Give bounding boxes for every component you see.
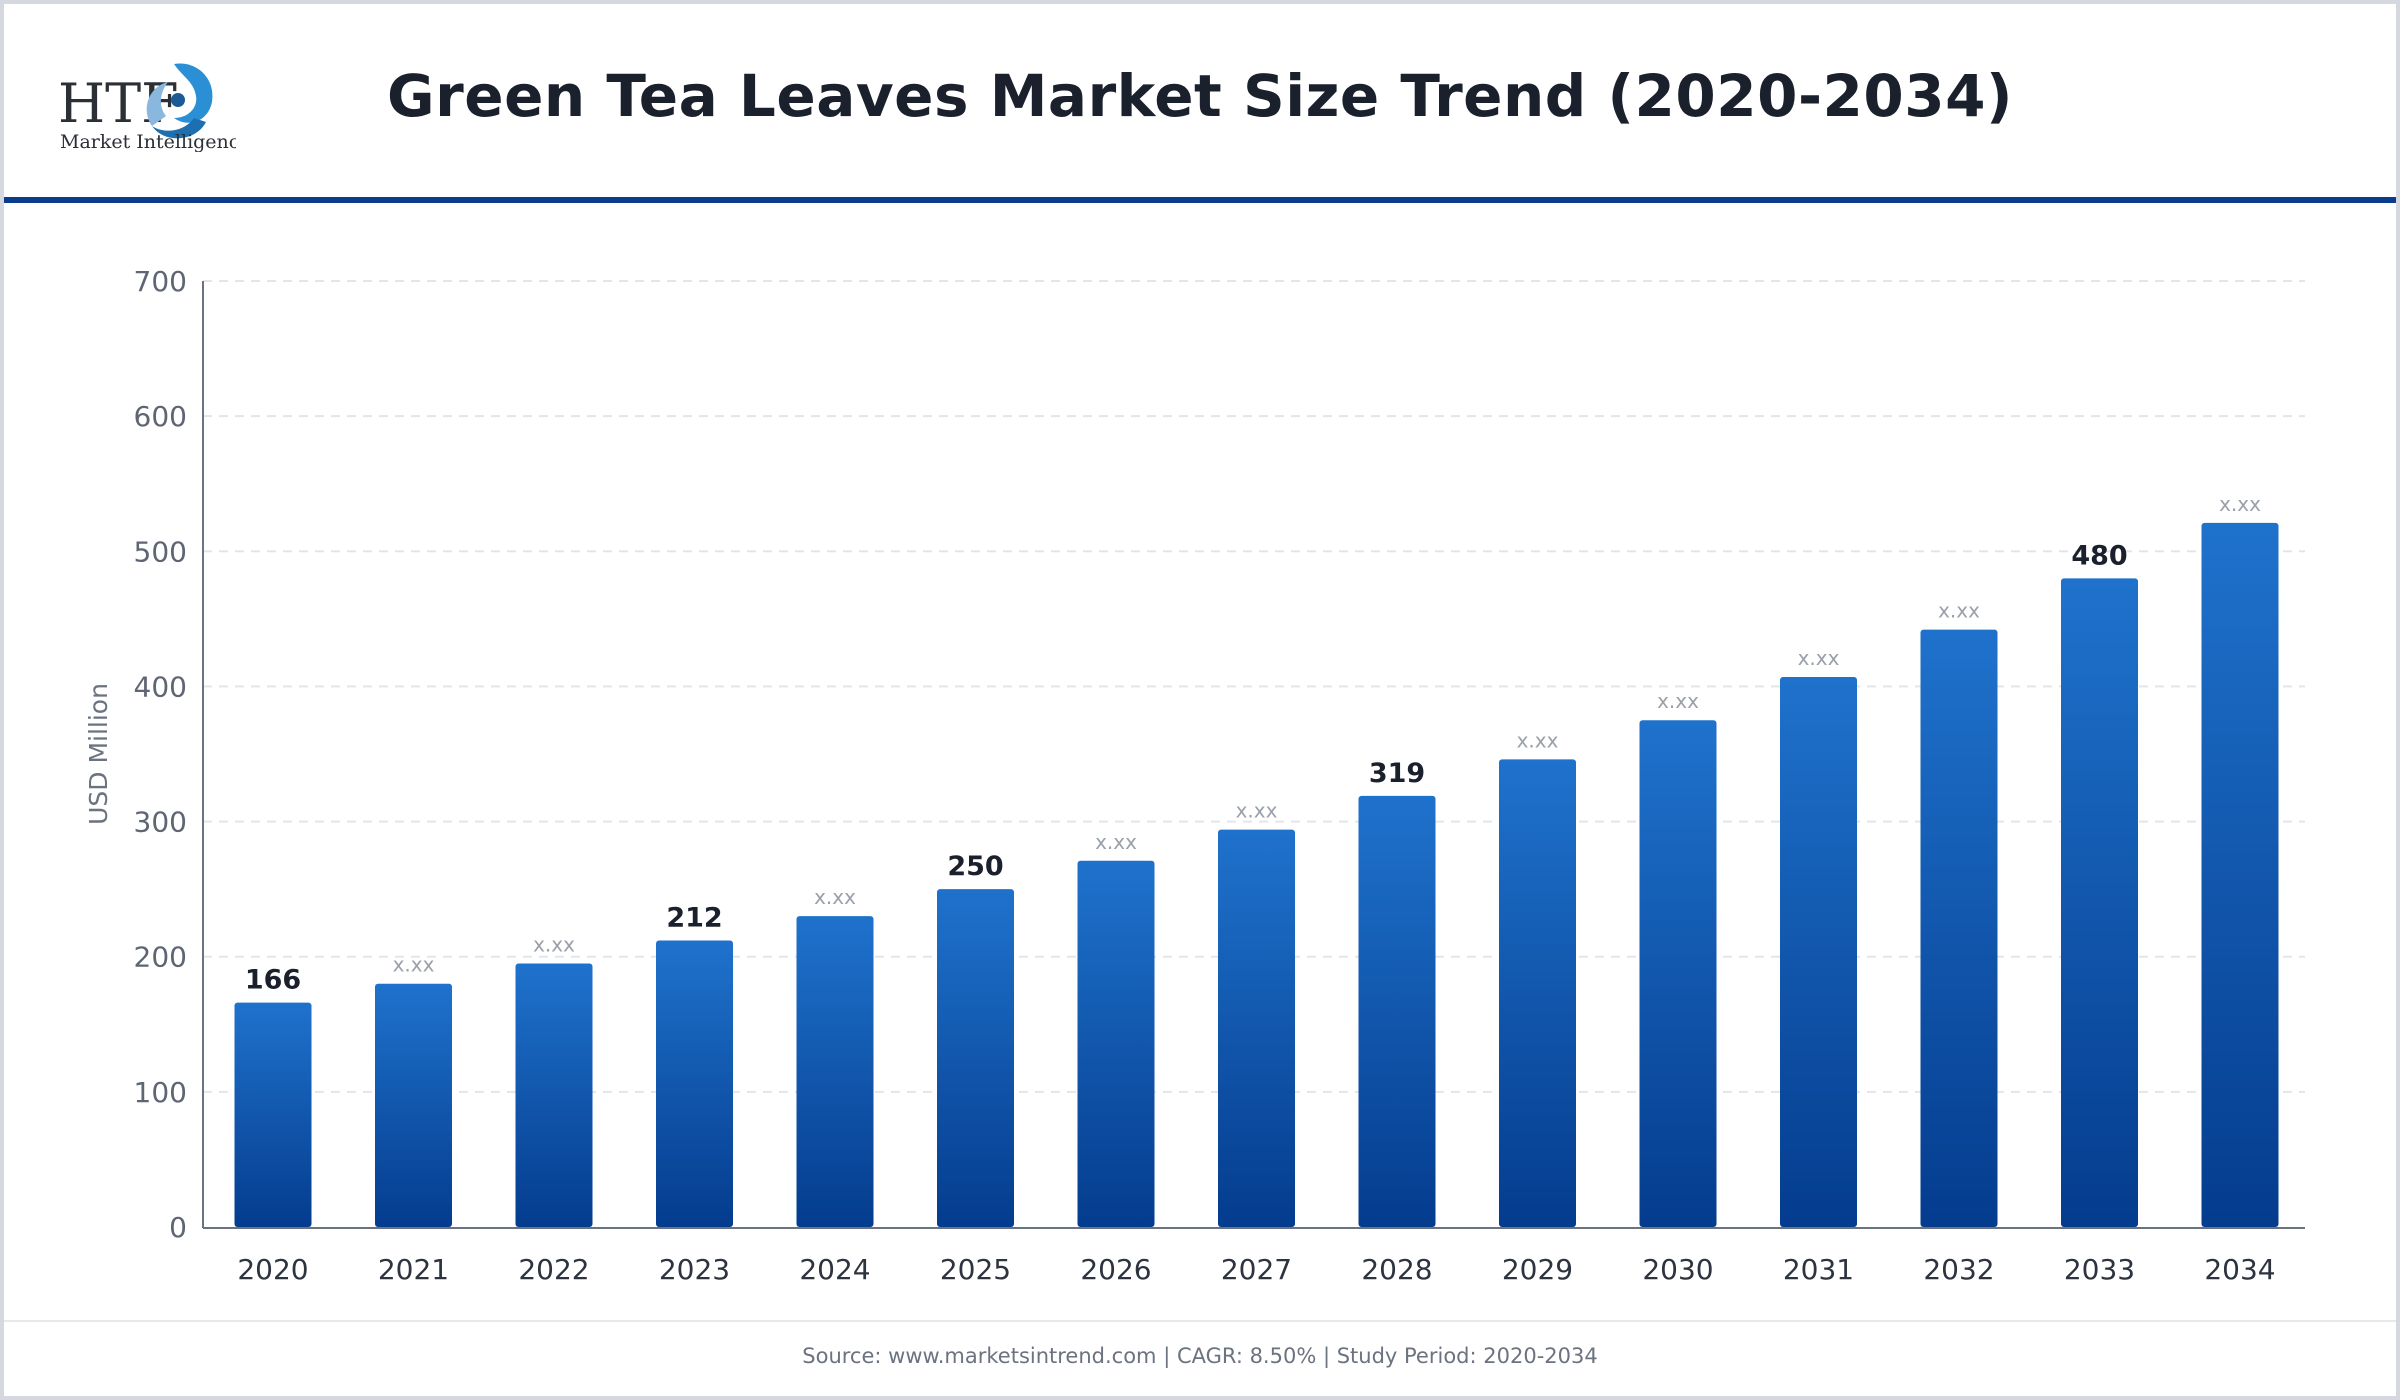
x-axis: 2020 2021 2022 2023 2024 2025 2026 2027 2028 2029… xyxy=(203,1227,2305,1286)
x-tick-label-2020: 2020 xyxy=(237,1253,308,1286)
x-tick-label-2023: 2023 xyxy=(659,1253,730,1286)
data-label-2021: x.xx xyxy=(393,953,435,977)
x-tick-label-2027: 2027 xyxy=(1221,1253,1292,1286)
x-tick-label-2028: 2028 xyxy=(1361,1253,1432,1286)
y-axis-label: USD Million xyxy=(84,683,113,825)
bar-2024 xyxy=(796,916,874,1227)
data-label-2029: x.xx xyxy=(1517,728,1559,752)
y-tick-label: 700 xyxy=(134,265,187,298)
y-tick-label: 0 xyxy=(169,1211,187,1244)
bar-2032 xyxy=(1920,629,1998,1227)
source-footer: Source: www.marketsintrend.com | CAGR: 8… xyxy=(802,1344,1598,1368)
x-tick-label-2022: 2022 xyxy=(518,1253,589,1286)
data-label-2034: x.xx xyxy=(2219,492,2261,516)
htf-swirl-logo-icon xyxy=(146,63,213,139)
data-label-2024: x.xx xyxy=(814,885,856,909)
footer-divider xyxy=(4,1320,2396,1322)
y-tick-label: 200 xyxy=(134,941,187,974)
data-labels: 166 x.xx x.xx 212 x.xx 250 x.xx x.xx 319 x.xx x.xx… xyxy=(245,492,2261,996)
data-label-2020: 166 xyxy=(245,965,301,996)
bar-2021 xyxy=(375,983,452,1227)
bar-2030 xyxy=(1639,720,1717,1227)
data-label-2022: x.xx xyxy=(533,932,575,956)
header-divider xyxy=(4,197,2396,203)
x-tick-label-2030: 2030 xyxy=(1642,1253,1713,1286)
x-tick-label-2024: 2024 xyxy=(799,1253,870,1286)
data-label-2023: 212 xyxy=(666,902,722,933)
bar-2028 xyxy=(1358,795,1436,1227)
x-tick-label-2032: 2032 xyxy=(1923,1253,1994,1286)
bar-2033 xyxy=(2061,578,2138,1227)
bar-chart: 0 100 200 300 400 500 600 700 166 x.xx x.xx 212 x.x… xyxy=(84,265,2305,1286)
bar-2034 xyxy=(2201,522,2279,1227)
bar-2027 xyxy=(1218,829,1295,1227)
data-label-2028: 319 xyxy=(1369,758,1425,789)
bar-2026 xyxy=(1077,860,1155,1227)
x-tick-label-2033: 2033 xyxy=(2064,1253,2135,1286)
data-label-2031: x.xx xyxy=(1798,646,1840,670)
data-label-2030: x.xx xyxy=(1657,689,1699,713)
y-tick-label: 600 xyxy=(134,400,187,433)
y-tick-label: 400 xyxy=(134,670,187,703)
x-tick-label-2025: 2025 xyxy=(940,1253,1011,1286)
y-tick-label: 500 xyxy=(134,535,187,568)
x-tick-label-2034: 2034 xyxy=(2204,1253,2275,1286)
bar-2029 xyxy=(1499,759,1576,1227)
data-label-2027: x.xx xyxy=(1236,799,1278,823)
x-tick-label-2021: 2021 xyxy=(378,1253,449,1286)
data-label-2032: x.xx xyxy=(1938,599,1980,623)
x-tick-label-2031: 2031 xyxy=(1783,1253,1854,1286)
data-label-2026: x.xx xyxy=(1095,830,1137,854)
bar-2031 xyxy=(1780,676,1857,1227)
chart-title: Green Tea Leaves Market Size Trend (2020… xyxy=(387,62,2013,130)
data-label-2025: 250 xyxy=(947,851,1003,882)
bars xyxy=(234,522,2279,1227)
bar-2022 xyxy=(515,963,593,1227)
logo-subtitle-text: Market Intelligence xyxy=(60,131,236,152)
bar-2023 xyxy=(656,940,733,1227)
x-tick-label-2026: 2026 xyxy=(1080,1253,1151,1286)
bar-2020 xyxy=(234,1002,312,1227)
y-axis: 0 100 200 300 400 500 600 700 xyxy=(134,265,204,1244)
data-label-2033: 480 xyxy=(2071,540,2127,571)
y-tick-label: 100 xyxy=(134,1076,187,1109)
bar-2025 xyxy=(937,889,1014,1227)
x-tick-label-2029: 2029 xyxy=(1502,1253,1573,1286)
htf-logo: HTF Market Intelligence xyxy=(58,63,236,152)
y-tick-label: 300 xyxy=(134,806,187,839)
